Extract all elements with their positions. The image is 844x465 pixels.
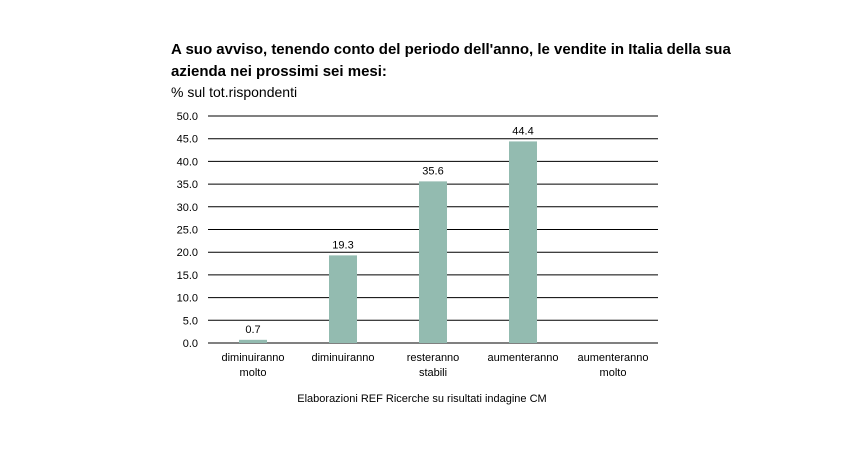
x-tick-label: stabili xyxy=(419,367,447,379)
x-tick-label: aumenteranno xyxy=(578,352,649,364)
y-tick-label: 50.0 xyxy=(177,111,198,123)
y-tick-label: 45.0 xyxy=(177,134,198,146)
y-tick-label: 35.0 xyxy=(177,179,198,191)
data-label: 19.3 xyxy=(332,239,353,251)
y-tick-label: 0.0 xyxy=(183,338,198,350)
data-label: 0.7 xyxy=(245,324,260,336)
bar xyxy=(509,141,537,343)
bar xyxy=(239,339,267,343)
x-tick-label: diminuiranno xyxy=(312,352,375,364)
x-tick-label: molto xyxy=(600,367,627,379)
y-tick-label: 15.0 xyxy=(177,270,198,282)
y-tick-label: 40.0 xyxy=(177,156,198,168)
data-label: 44.4 xyxy=(512,125,533,137)
y-tick-label: 20.0 xyxy=(177,247,198,259)
y-tick-label: 10.0 xyxy=(177,293,198,305)
y-axis-unit-label: % sul tot.rispondenti xyxy=(171,84,298,100)
x-tick-label: resteranno xyxy=(407,352,460,364)
y-tick-label: 25.0 xyxy=(177,225,198,237)
y-tick-label: 5.0 xyxy=(183,315,198,327)
x-tick-label: diminuiranno xyxy=(222,352,285,364)
source-note: Elaborazioni REF Ricerche su risultati i… xyxy=(297,393,547,405)
x-tick-label: molto xyxy=(240,367,267,379)
chart-title: A suo avviso, tenendo conto del periodo … xyxy=(171,41,731,80)
bar xyxy=(329,255,357,343)
y-tick-label: 30.0 xyxy=(177,202,198,214)
data-label: 35.6 xyxy=(422,165,443,177)
bar xyxy=(419,181,447,343)
x-tick-label: aumenteranno xyxy=(488,352,559,364)
